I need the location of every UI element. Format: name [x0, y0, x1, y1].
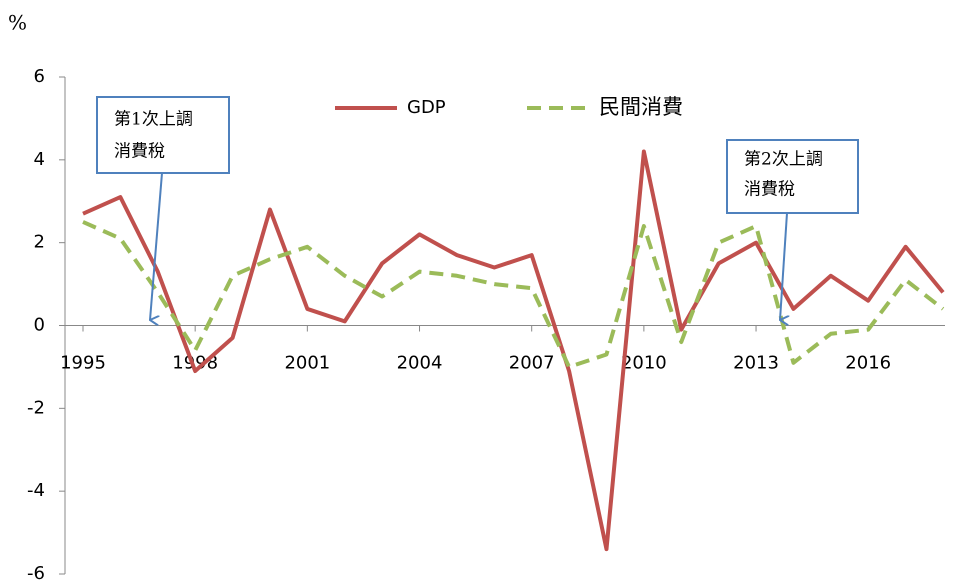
- y-unit: %: [8, 11, 27, 35]
- y-tick-label: 2: [34, 232, 45, 253]
- x-tick-label: 1998: [172, 353, 218, 374]
- annotation-arrow: [150, 172, 163, 320]
- annotation-text: 第2次上調: [744, 150, 823, 170]
- y-tick-label: 0: [34, 315, 45, 336]
- y-tick-label: 4: [34, 149, 45, 170]
- y-tick-label: -2: [27, 397, 45, 418]
- x-tick-label: 2013: [733, 353, 779, 374]
- x-tick-label: 2001: [284, 353, 330, 374]
- x-tick-label: 2004: [397, 353, 443, 374]
- legend-label: GDP: [407, 97, 446, 118]
- x-tick-label: 2010: [621, 353, 667, 374]
- y-tick-label: -4: [27, 480, 45, 501]
- series-line: [82, 149, 945, 552]
- legend-label: 民間消費: [599, 95, 683, 119]
- y-tick-label: 6: [34, 66, 45, 87]
- y-tick-label: -6: [27, 563, 45, 584]
- annotation-box: [96, 96, 230, 174]
- annotation-arrow: [780, 212, 787, 320]
- x-tick-label: 2007: [509, 353, 555, 374]
- annotation-box: [726, 139, 859, 214]
- annotation-text: 消費稅: [744, 180, 795, 200]
- annotation-text: 第1次上調: [114, 110, 193, 130]
- x-tick-label: 2016: [845, 353, 891, 374]
- series-line: [82, 220, 945, 369]
- annotation-text: 消費稅: [114, 142, 165, 162]
- x-tick-label: 1995: [60, 353, 106, 374]
